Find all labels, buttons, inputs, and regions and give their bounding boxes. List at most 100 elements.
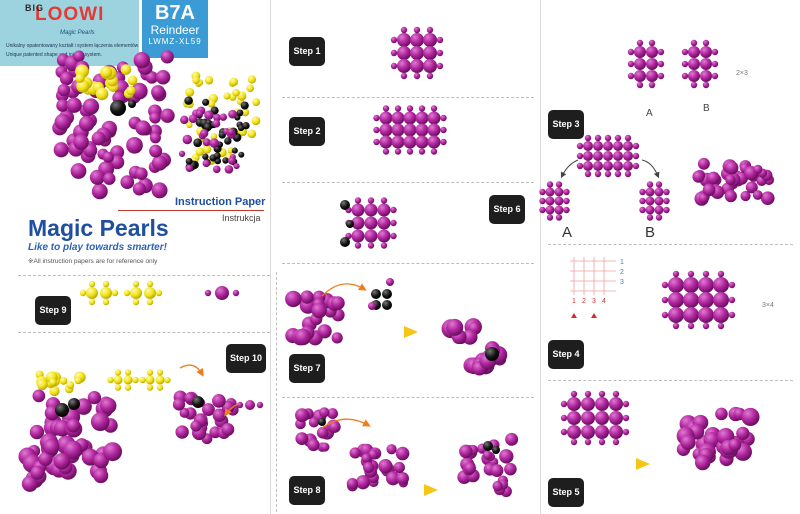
step-7-badge: Step 7 bbox=[289, 354, 325, 383]
bead bbox=[185, 164, 194, 172]
bead bbox=[132, 280, 140, 288]
bead bbox=[233, 163, 240, 170]
bead bbox=[687, 270, 695, 278]
bead bbox=[149, 132, 161, 144]
bead bbox=[221, 422, 235, 436]
bead bbox=[427, 111, 441, 125]
bead bbox=[386, 444, 397, 455]
bead bbox=[609, 411, 623, 425]
bead bbox=[603, 161, 613, 171]
instruction-paper-label: Instruction Paper bbox=[175, 196, 266, 208]
bead bbox=[423, 59, 437, 73]
bead bbox=[707, 171, 720, 185]
bead bbox=[563, 188, 570, 196]
bead bbox=[379, 123, 393, 137]
bead bbox=[70, 163, 87, 179]
bead bbox=[379, 135, 393, 149]
bead bbox=[223, 92, 231, 100]
bead bbox=[102, 298, 110, 306]
bead bbox=[655, 181, 663, 188]
bead bbox=[634, 46, 646, 58]
bead bbox=[390, 219, 397, 227]
bead bbox=[91, 183, 108, 200]
page-title: Magic Pearls bbox=[28, 215, 169, 241]
bead bbox=[681, 48, 689, 56]
bead bbox=[646, 181, 654, 188]
bead bbox=[391, 111, 405, 125]
bead bbox=[584, 390, 592, 398]
bead bbox=[207, 100, 216, 108]
bead bbox=[232, 289, 240, 297]
bead bbox=[219, 113, 228, 121]
bead bbox=[423, 33, 437, 47]
bead bbox=[584, 134, 592, 142]
column-divider-2 bbox=[540, 0, 541, 514]
bead bbox=[382, 148, 390, 155]
bead bbox=[390, 49, 398, 57]
bead bbox=[545, 205, 555, 215]
bead bbox=[328, 421, 341, 433]
product-code: B7A bbox=[154, 2, 195, 24]
bead bbox=[29, 424, 45, 440]
bead bbox=[380, 242, 388, 249]
bead bbox=[697, 157, 710, 170]
bead bbox=[390, 206, 397, 214]
bead bbox=[646, 214, 654, 221]
bead bbox=[583, 161, 593, 171]
bead bbox=[724, 190, 737, 203]
bead bbox=[410, 46, 424, 60]
bead bbox=[576, 162, 584, 170]
bead bbox=[570, 390, 578, 398]
bead bbox=[581, 397, 595, 411]
brand-logo: BIG LOOWI bbox=[25, 3, 104, 26]
bead bbox=[377, 216, 391, 230]
bead bbox=[202, 153, 209, 160]
bead bbox=[687, 322, 695, 330]
bead bbox=[238, 151, 245, 158]
bead bbox=[88, 298, 96, 306]
bead bbox=[692, 170, 705, 183]
bead bbox=[102, 151, 114, 163]
bead bbox=[499, 449, 514, 464]
bead bbox=[492, 446, 500, 454]
step-4-badge: Step 4 bbox=[548, 340, 584, 369]
bead bbox=[100, 66, 113, 79]
separator bbox=[282, 97, 534, 98]
bead bbox=[598, 390, 606, 398]
bead bbox=[56, 99, 69, 112]
bead bbox=[717, 270, 725, 278]
bead bbox=[391, 123, 405, 137]
bead bbox=[126, 136, 143, 154]
bead bbox=[231, 147, 238, 154]
bead bbox=[373, 114, 380, 122]
bead bbox=[43, 438, 60, 455]
bead bbox=[394, 105, 402, 112]
bead bbox=[563, 206, 570, 214]
bead bbox=[182, 134, 193, 145]
bead bbox=[95, 87, 109, 101]
title-rule bbox=[118, 210, 264, 211]
bead bbox=[663, 188, 670, 196]
bead bbox=[224, 137, 232, 145]
bead bbox=[49, 378, 57, 387]
separator bbox=[282, 182, 534, 183]
bead bbox=[53, 453, 71, 470]
bead bbox=[396, 472, 409, 485]
bead bbox=[632, 142, 640, 150]
bead bbox=[63, 440, 83, 460]
bead bbox=[623, 141, 633, 151]
label-b-large: B bbox=[645, 224, 656, 241]
bead bbox=[492, 480, 503, 492]
bead bbox=[145, 375, 155, 385]
bead bbox=[186, 121, 193, 129]
bead bbox=[203, 122, 212, 132]
brand-tagline-pl: Unikalny opatentowany kształt i system ł… bbox=[6, 43, 139, 49]
bead bbox=[146, 280, 154, 288]
brand-big: BIG bbox=[25, 3, 45, 13]
bead bbox=[646, 58, 658, 70]
bead bbox=[702, 39, 710, 47]
grid-row-1: 1 bbox=[620, 259, 624, 266]
bead bbox=[440, 114, 447, 122]
separator bbox=[18, 275, 270, 276]
bead bbox=[752, 190, 763, 200]
